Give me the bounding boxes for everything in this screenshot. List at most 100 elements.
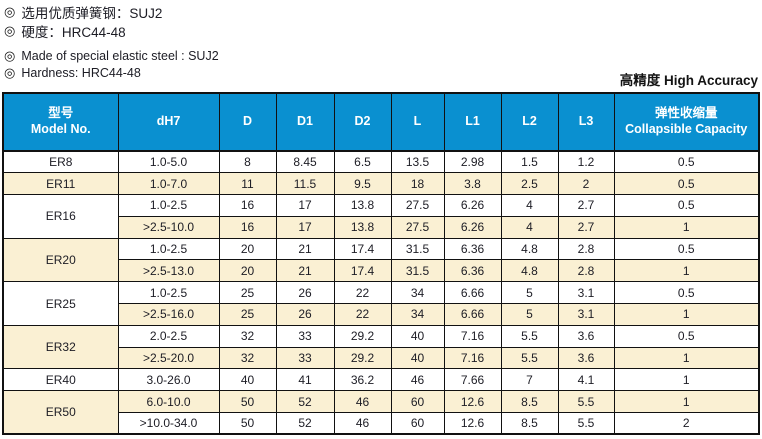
spec-cell: 7.16 [443, 324, 502, 348]
bullet-icon: ◎ [4, 3, 16, 19]
spec-cell: 4.8 [500, 237, 559, 261]
spec-cell: 2.7 [557, 194, 615, 217]
header-row: 型号 Model No. dH7 D D1 D2 L L1 L2 L3 弹性收缩… [2, 92, 760, 152]
spec-cell: 1.0-2.5 [117, 194, 220, 217]
column-header-model-en: Model No. [30, 122, 91, 136]
model-cell: ER11 [2, 172, 119, 196]
spec-cell: 3.1 [557, 303, 615, 326]
spec-cell: 7.16 [443, 346, 502, 370]
spec-cell: 5 [500, 281, 559, 305]
spec-cell: 2.8 [557, 259, 615, 283]
model-cell: ER8 [2, 150, 119, 174]
column-header-model: 型号 Model No. [2, 92, 119, 152]
note-line: ◎ Made of special elastic steel : SUJ2 [4, 47, 219, 64]
spec-cell: 34 [390, 303, 445, 326]
spec-cell: 26 [275, 281, 335, 305]
spec-cell: 17.4 [333, 237, 392, 261]
table-row: ER50 6.0-10.0 50 52 46 60 12.6 8.5 5.5 1 [2, 390, 760, 435]
table-row: >2.5-13.0 20 21 17.4 31.5 6.36 4.8 2.8 1 [3, 259, 760, 283]
spec-cell: 6.66 [443, 303, 502, 326]
spec-cell: 0.5 [613, 150, 760, 174]
spec-cell: 6.66 [443, 281, 502, 305]
model-cell: ER20 [2, 237, 119, 283]
spec-cell: 25 [218, 303, 277, 326]
spec-cell: 46 [333, 390, 392, 414]
spec-cell: 4 [500, 215, 559, 239]
spec-cell: 12.6 [443, 390, 502, 414]
spec-cell: 17 [275, 215, 335, 239]
bullet-icon: ◎ [4, 47, 16, 63]
spec-cell: 8.5 [500, 412, 559, 435]
spec-cell: 13.8 [333, 194, 392, 217]
table-row: ER32 2.0-2.5 32 33 29.2 40 7.16 5.5 3.6 0.5 [2, 324, 760, 370]
spec-cell: 1.5 [500, 150, 559, 174]
table-row: ER8 1.0-5.0 8 8.45 6.5 13.5 2.98 1.5 1.2 0.5 [2, 150, 760, 174]
spec-cell: 11 [218, 172, 277, 196]
spec-cell: 6.26 [443, 215, 502, 239]
spec-cell: 0.5 [613, 324, 760, 348]
spec-cell: 17 [275, 194, 335, 217]
spec-cell: 9.5 [333, 172, 392, 196]
spec-cell: 20 [218, 259, 277, 283]
spec-cell: 5.5 [557, 390, 615, 414]
spec-cell: 4.8 [500, 259, 559, 283]
spec-cell: 6.5 [333, 150, 392, 174]
column-header-collapsible-en: Collapsible Capacity [625, 122, 748, 136]
spec-cell: 33 [275, 346, 335, 370]
note-text-cn-steel: 选用优质弹簧钢：SUJ2 [21, 5, 163, 21]
spec-cell: 36.2 [333, 368, 392, 392]
spec-cell: >10.0-34.0 [117, 412, 220, 435]
spec-cell: 16 [218, 215, 277, 239]
bullet-icon: ◎ [4, 22, 16, 38]
table-row: ER20 1.0-2.5 20 21 17.4 31.5 6.36 4.8 2.8 0.5 [2, 237, 760, 283]
model-cell: ER25 [2, 281, 119, 326]
spec-cell: 1.0-5.0 [117, 150, 220, 174]
spec-cell: 0.5 [613, 281, 760, 305]
spec-cell: 2.0-2.5 [117, 324, 220, 348]
spec-cell: 46 [333, 412, 392, 435]
spec-cell: 1 [613, 303, 760, 326]
column-header-dh7: dH7 [117, 92, 220, 152]
bullet-icon: ◎ [4, 64, 16, 80]
spec-cell: 22 [333, 281, 392, 305]
spec-cell: 17.4 [333, 259, 392, 283]
high-accuracy-label: 高精度 High Accuracy [619, 73, 758, 88]
spec-cell: 1.2 [557, 150, 615, 174]
spec-cell: 40 [218, 368, 277, 392]
spec-cell: 21 [275, 237, 335, 261]
spec-cell: 8.45 [275, 150, 335, 174]
spec-table: 型号 Model No. dH7 D D1 D2 L L1 L2 L3 弹性收缩… [2, 92, 760, 436]
spec-cell: >2.5-20.0 [117, 346, 220, 370]
table-row: ER40 3.0-26.0 40 41 36.2 46 7.66 7 4.1 1 [2, 368, 760, 392]
spec-cell: 3.0-26.0 [117, 368, 220, 392]
table-row: >10.0-34.0 50 52 46 60 12.6 8.5 5.5 2 [3, 412, 760, 435]
spec-cell: 3.1 [557, 281, 615, 305]
spec-cell: >2.5-10.0 [117, 215, 220, 239]
spec-cell: 6.0-10.0 [117, 390, 220, 414]
spec-cell: 21 [275, 259, 335, 283]
spec-cell: 29.2 [333, 324, 392, 348]
spec-cell: 4.1 [557, 368, 615, 392]
column-header-l1: L1 [443, 92, 502, 152]
spec-cell: 2 [557, 172, 615, 196]
spec-cell: 4 [500, 194, 559, 217]
spec-cell: 8 [218, 150, 277, 174]
spec-cell: 26 [275, 303, 335, 326]
spec-cell: 3.6 [557, 324, 615, 348]
spec-cell: 18 [390, 172, 445, 196]
spec-cell: 60 [390, 390, 445, 414]
model-cell: ER32 [2, 324, 119, 370]
spec-cell: 31.5 [390, 259, 445, 283]
model-cell: ER50 [2, 390, 119, 435]
spec-cell: 0.5 [613, 237, 760, 261]
spec-cell: 6.26 [443, 194, 502, 217]
spec-cell: 40 [390, 324, 445, 348]
spec-cell: 31.5 [390, 237, 445, 261]
column-header-model-cn: 型号 [48, 106, 74, 121]
spec-cell: 5.5 [500, 346, 559, 370]
spec-table-header: 型号 Model No. dH7 D D1 D2 L L1 L2 L3 弹性收缩… [2, 92, 760, 152]
spec-cell: 2.7 [557, 215, 615, 239]
spec-cell: 0.5 [613, 172, 760, 196]
spec-cell: 50 [218, 412, 277, 435]
